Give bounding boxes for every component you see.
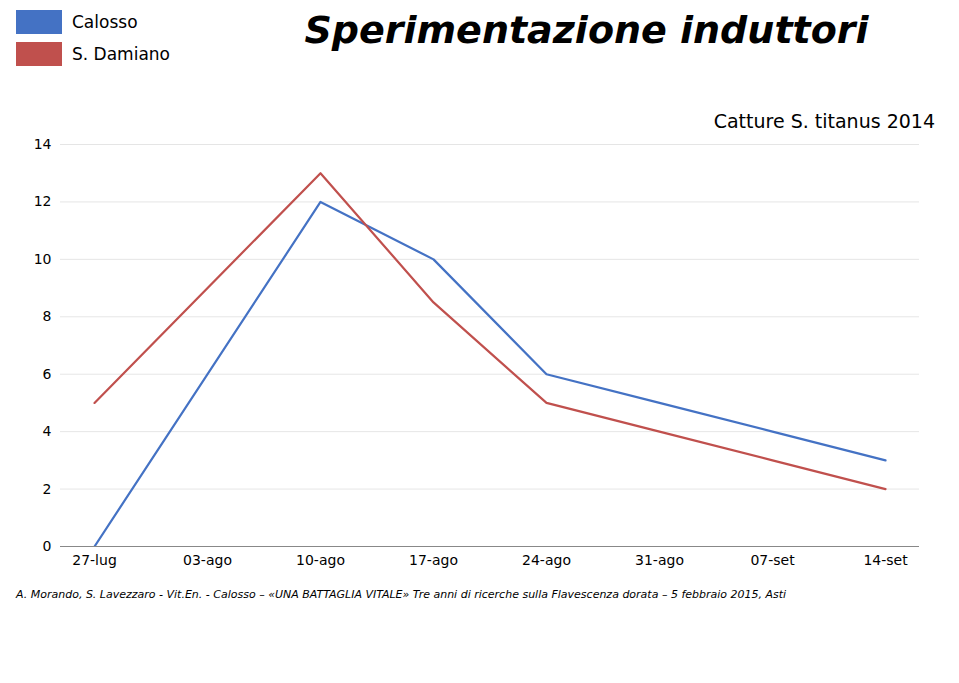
svg-text:31-ago: 31-ago bbox=[635, 552, 684, 568]
html-text:Sperimentazione induttori: Sperimentazione induttori bbox=[304, 8, 869, 52]
svg-text:8: 8 bbox=[43, 308, 52, 324]
svg-text:10-ago: 10-ago bbox=[296, 552, 345, 568]
svg-text:10: 10 bbox=[34, 251, 52, 267]
html-text:Calosso: Calosso bbox=[72, 12, 138, 32]
svg-text:4: 4 bbox=[43, 423, 52, 439]
svg-text:24-ago: 24-ago bbox=[522, 552, 571, 568]
svg-text:2: 2 bbox=[43, 481, 52, 497]
html-text:Catture S. titanus 2014: Catture S. titanus 2014 bbox=[713, 110, 935, 132]
svg-text:14-set: 14-set bbox=[863, 552, 908, 568]
svg-text:14: 14 bbox=[34, 136, 52, 152]
svg-text:07-set: 07-set bbox=[750, 552, 795, 568]
svg-text:03-ago: 03-ago bbox=[183, 552, 232, 568]
svg-text:12: 12 bbox=[34, 193, 52, 209]
html-text:A. Morando, S. Lavezzaro - Vit: A. Morando, S. Lavezzaro - Vit.En. - Cal… bbox=[16, 588, 787, 601]
svg-text:17-ago: 17-ago bbox=[409, 552, 458, 568]
html-text:S. Damiano: S. Damiano bbox=[72, 44, 170, 64]
svg-text:6: 6 bbox=[43, 366, 52, 382]
svg-text:27-lug: 27-lug bbox=[72, 552, 117, 568]
svg-text:0: 0 bbox=[43, 538, 52, 554]
